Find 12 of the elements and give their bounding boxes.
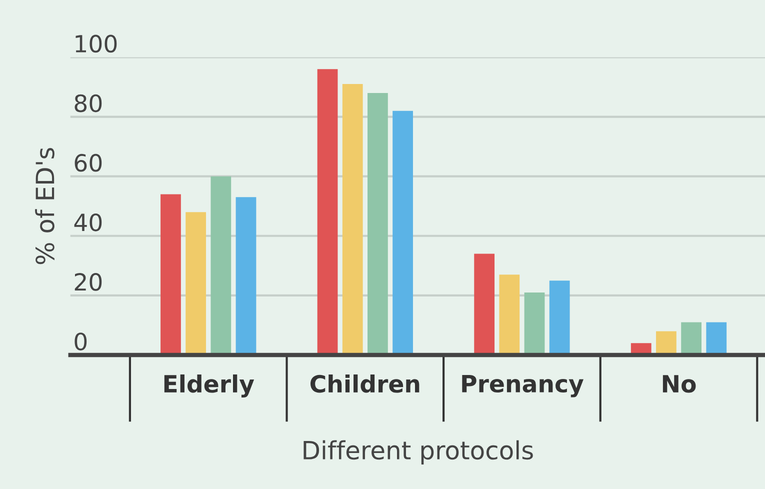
x-tick-label: Children <box>310 374 420 393</box>
y-tick-label: 20 <box>74 273 102 291</box>
y-axis-title: % of ED's <box>35 148 54 264</box>
y-tick-label: 40 <box>74 213 102 232</box>
x-axis-title: Different protocols <box>304 440 533 464</box>
y-tick-label: 80 <box>74 94 102 112</box>
x-tick-label: Elderly <box>164 374 254 398</box>
y-tick-label: 60 <box>74 154 102 172</box>
y-tick-label: 0 <box>74 332 87 350</box>
y-tick-label: 100 <box>76 34 117 53</box>
x-tick-label: No <box>662 375 696 393</box>
x-tick-label: Prenancy <box>462 375 584 398</box>
